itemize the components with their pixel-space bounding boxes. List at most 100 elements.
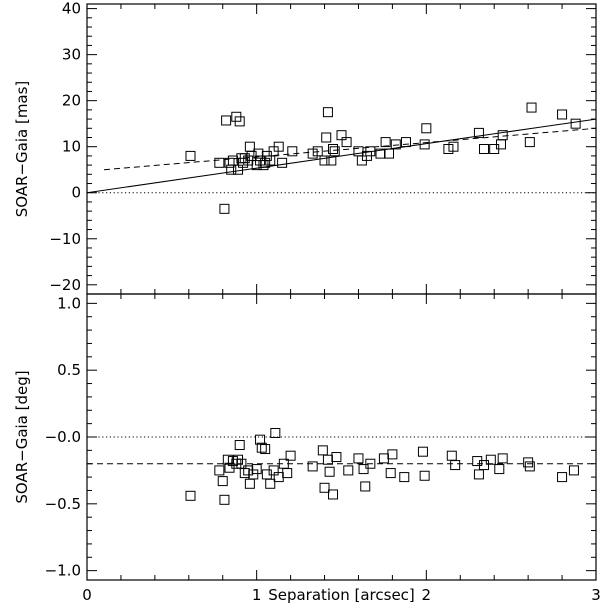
data-point	[185, 490, 196, 501]
x-tick-label: 1	[252, 586, 262, 604]
data-point	[450, 460, 461, 471]
data-point	[317, 445, 328, 456]
data-point	[375, 148, 386, 159]
data-point	[285, 450, 296, 461]
data-point	[260, 157, 271, 168]
data-point	[273, 141, 284, 152]
data-point	[497, 453, 508, 464]
data-point	[282, 468, 293, 479]
data-point	[268, 465, 279, 476]
data-point	[270, 427, 281, 438]
data-point	[400, 137, 411, 148]
data-point	[419, 139, 430, 150]
data-point	[287, 146, 298, 157]
data-point	[248, 469, 259, 480]
data-point	[307, 148, 318, 159]
data-point	[185, 150, 196, 161]
data-point	[353, 453, 364, 464]
upper-panel: −20 −10 0 10 20 30 40 SOAR−Gaia [mas]	[13, 0, 597, 295]
data-point	[233, 164, 244, 175]
data-point	[378, 453, 389, 464]
data-point	[277, 157, 288, 168]
data-point	[479, 144, 490, 154]
y-tick-label: 20	[62, 92, 81, 110]
data-point	[443, 144, 454, 154]
x-tick-label: 0	[82, 586, 92, 604]
data-point	[360, 481, 371, 492]
data-point	[524, 137, 535, 148]
data-point	[331, 452, 342, 463]
data-point	[341, 137, 352, 148]
y-tick-label: 1.0	[57, 294, 81, 312]
data-point	[324, 466, 335, 477]
data-point	[255, 434, 266, 445]
data-point	[256, 442, 267, 453]
data-point	[473, 469, 484, 480]
data-point	[224, 157, 235, 168]
data-point	[221, 115, 232, 126]
data-point	[446, 450, 457, 461]
plot-frame	[86, 3, 597, 295]
data-point	[343, 465, 354, 476]
data-point	[365, 146, 376, 157]
data-point	[494, 464, 505, 475]
y-tick-label: −0.5	[45, 495, 81, 513]
data-point	[385, 468, 396, 479]
data-point	[387, 449, 398, 460]
data-point	[328, 489, 339, 500]
data-point	[217, 476, 228, 487]
data-point	[568, 465, 579, 476]
data-point	[421, 123, 432, 134]
data-point	[319, 482, 330, 493]
y-tick-label: −20	[49, 276, 81, 294]
data-point	[244, 478, 255, 489]
data-point	[473, 127, 484, 138]
y-axis-title: SOAR−Gaia [mas]	[13, 81, 31, 218]
data-point	[380, 137, 391, 148]
data-point	[485, 454, 496, 465]
x-tick-label: 2	[422, 586, 432, 604]
y-tick-label: 30	[62, 46, 81, 64]
data-point	[239, 153, 250, 164]
data-point	[358, 464, 369, 475]
data-point	[329, 146, 340, 157]
data-point	[260, 444, 271, 455]
x-tick-label: 3	[591, 586, 600, 604]
data-point	[322, 454, 333, 465]
data-point	[227, 456, 238, 467]
data-point	[244, 141, 255, 152]
lower-panel: −1.0 −0.5 −0.0 0.5 1.0 0 1 2 3 Separation [arcsec…	[13, 293, 600, 604]
data-point	[524, 461, 535, 472]
data-point	[219, 494, 230, 505]
y-tick-label: 0.5	[57, 361, 81, 379]
data-point	[312, 146, 323, 157]
solid-fit-line	[86, 118, 597, 194]
data-point	[234, 116, 245, 127]
y-tick-label: −0.0	[45, 428, 81, 446]
data-point	[570, 118, 581, 129]
dashed-fit-line	[103, 127, 597, 171]
data-point	[336, 130, 347, 141]
y-tick-label: 40	[62, 0, 81, 18]
data-point	[319, 155, 330, 166]
data-point	[557, 109, 568, 120]
data-point	[219, 203, 230, 214]
data-point	[253, 148, 264, 159]
data-point	[390, 139, 401, 150]
data-point	[273, 472, 284, 483]
data-point	[265, 478, 276, 489]
data-point	[448, 141, 459, 152]
data-point	[227, 155, 238, 166]
y-tick-label: 0	[71, 184, 81, 202]
data-point	[214, 465, 225, 476]
data-point	[239, 468, 250, 479]
y-tick-label: −1.0	[45, 562, 81, 580]
data-point	[399, 472, 410, 483]
data-point	[526, 102, 537, 113]
y-tick-label: −10	[49, 230, 81, 248]
data-point	[328, 144, 339, 154]
data-point	[384, 148, 395, 159]
y-axis-title: SOAR−Gaia [deg]	[13, 370, 31, 503]
data-point	[497, 130, 508, 141]
data-point	[307, 461, 318, 472]
